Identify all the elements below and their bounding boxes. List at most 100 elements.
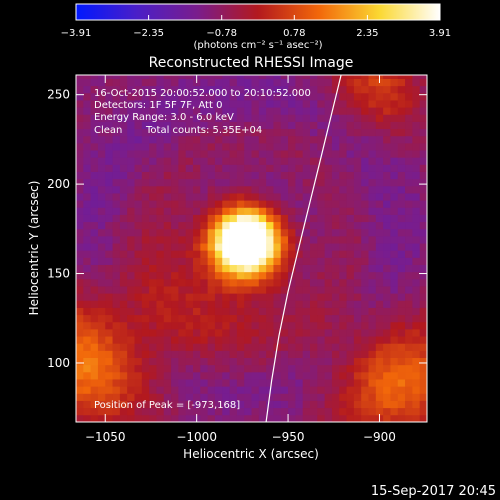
heatmap-cell <box>134 114 143 122</box>
heatmap-cell <box>251 78 260 87</box>
heatmap-cell <box>339 278 347 287</box>
heatmap-cell <box>419 293 427 301</box>
heatmap-cell <box>236 357 245 366</box>
heatmap-cell <box>302 307 311 316</box>
heatmap-cell <box>185 85 194 94</box>
heatmap-cell <box>105 321 113 330</box>
heatmap-cell <box>405 407 413 416</box>
heatmap-cell <box>193 128 201 137</box>
heatmap-cell <box>368 214 377 223</box>
heatmap-cell <box>200 264 209 273</box>
heatmap-cell <box>331 321 340 330</box>
heatmap-cell <box>193 286 201 294</box>
heatmap-cell <box>178 243 187 251</box>
heatmap-cell <box>90 142 99 151</box>
heatmap-cell <box>156 336 165 344</box>
heatmap-cell <box>324 379 333 387</box>
heatmap-cell <box>119 278 128 287</box>
heatmap-cell <box>127 286 135 294</box>
heatmap-cell <box>236 407 245 416</box>
heatmap-cell <box>288 78 296 87</box>
heatmap-cell <box>236 135 245 144</box>
heatmap-cell <box>156 207 165 215</box>
heatmap-cell <box>390 114 399 122</box>
heatmap-cell <box>375 393 384 401</box>
heatmap-cell <box>97 78 106 87</box>
heatmap-cell <box>361 371 369 380</box>
heatmap-cell <box>273 407 282 416</box>
heatmap-cell <box>171 185 179 194</box>
heatmap-cell <box>97 250 106 258</box>
heatmap-cell <box>346 114 355 122</box>
heatmap-cell <box>353 314 362 323</box>
heatmap-cell <box>251 350 260 358</box>
heatmap-cell <box>83 114 92 122</box>
heatmap-cell <box>244 178 252 187</box>
y-tick-label: 200 <box>47 177 70 191</box>
heatmap-cell <box>156 150 165 158</box>
heatmap-cell <box>76 164 84 172</box>
heatmap-cell <box>127 207 135 215</box>
heatmap-cell <box>412 264 421 273</box>
heatmap-cell <box>302 221 311 230</box>
heatmap-cell <box>105 393 113 401</box>
heatmap-cell <box>178 200 187 208</box>
colorbar-tick-label: −0.78 <box>206 28 237 39</box>
heatmap-cell <box>339 142 347 151</box>
heatmap-cell <box>178 300 187 308</box>
heatmap-cell <box>200 286 209 294</box>
heatmap-cell <box>353 85 362 94</box>
heatmap-cell <box>251 336 260 344</box>
heatmap-cell <box>193 328 201 337</box>
heatmap-cell <box>214 278 223 287</box>
heatmap-cell <box>134 393 143 401</box>
heatmap-cell <box>141 193 150 201</box>
heatmap-cell <box>419 157 427 165</box>
heatmap-cell <box>324 92 333 101</box>
heatmap-cell <box>90 221 99 230</box>
heatmap-cell <box>229 321 238 330</box>
heatmap-cell <box>331 157 340 165</box>
heatmap-cell <box>156 228 165 237</box>
heatmap-cell <box>317 307 326 316</box>
heatmap-cell <box>83 293 92 301</box>
heatmap-cell <box>346 243 355 251</box>
heatmap-cell <box>83 364 92 373</box>
heatmap-cell <box>127 336 135 344</box>
heatmap-cell <box>266 307 274 316</box>
heatmap-cell <box>236 286 245 294</box>
heatmap-cell <box>266 92 274 101</box>
heatmap-cell <box>244 314 252 323</box>
heatmap-cell <box>97 75 106 79</box>
heatmap-cell <box>83 178 92 187</box>
heatmap-cell <box>383 343 391 351</box>
heatmap-cell <box>214 193 223 201</box>
heatmap-cell <box>207 321 216 330</box>
heatmap-cell <box>273 235 282 244</box>
heatmap-cell <box>310 293 318 301</box>
heatmap-cell <box>368 78 377 87</box>
heatmap-cell <box>200 171 209 180</box>
heatmap-cell <box>310 278 318 287</box>
heatmap-cell <box>222 243 230 251</box>
heatmap-cell <box>134 150 143 158</box>
heatmap-cell <box>331 371 340 380</box>
heatmap-cell <box>127 321 135 330</box>
heatmap-cell <box>222 107 230 115</box>
heatmap-cell <box>83 214 92 223</box>
heatmap-cell <box>412 414 421 422</box>
heatmap-cell <box>90 200 99 208</box>
heatmap-cell <box>193 257 201 265</box>
heatmap-cell <box>390 142 399 151</box>
heatmap-cell <box>76 100 84 108</box>
heatmap-cell <box>222 128 230 137</box>
heatmap-cell <box>266 414 274 422</box>
heatmap-cell <box>288 350 296 358</box>
heatmap-cell <box>185 92 194 101</box>
heatmap-cell <box>193 243 201 251</box>
heatmap-cell <box>171 286 179 294</box>
heatmap-cell <box>193 379 201 387</box>
heatmap-cell <box>361 214 369 223</box>
heatmap-cell <box>127 75 135 79</box>
heatmap-cell <box>302 414 311 422</box>
